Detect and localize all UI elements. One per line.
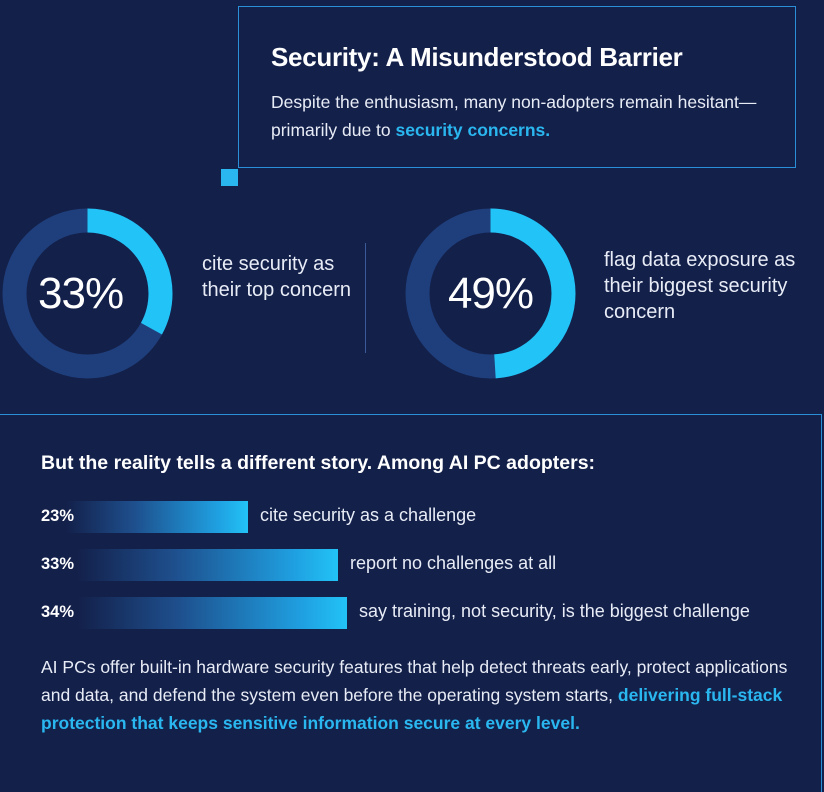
bar-value-label: 23% bbox=[41, 507, 75, 525]
accent-square bbox=[221, 169, 238, 186]
bar-row: 34% say training, not security, is the bi… bbox=[41, 597, 803, 629]
adopters-heading: But the reality tells a different story.… bbox=[41, 452, 596, 474]
footer-text: AI PCs offer built-in hardware security … bbox=[41, 653, 801, 737]
donut-arc bbox=[2, 208, 173, 379]
bar-value-label: 34% bbox=[41, 603, 75, 621]
header-panel bbox=[238, 6, 796, 168]
page-title: Security: A Misunderstood Barrier bbox=[271, 42, 683, 72]
donut-chart-security: 33% bbox=[0, 206, 175, 381]
donut-caption: flag data exposure as their biggest secu… bbox=[604, 249, 796, 323]
donut-value: 33% bbox=[38, 268, 124, 318]
footer-body: AI PCs offer built-in hardware security … bbox=[41, 657, 788, 705]
bar-value-label: 33% bbox=[41, 555, 75, 573]
intro-prefix: Despite the enthusiasm, many non-adopter… bbox=[271, 92, 757, 140]
donut-value: 49% bbox=[447, 268, 534, 318]
adopters-panel bbox=[0, 414, 822, 792]
donut-chart-data-exposure: 49% bbox=[403, 206, 578, 381]
bar-category-label: cite security as a challenge bbox=[260, 505, 477, 525]
bar bbox=[41, 597, 347, 629]
intro-text: Despite the enthusiasm, many non-adopter… bbox=[271, 88, 791, 144]
donut-arc bbox=[405, 208, 576, 379]
donut-ring bbox=[2, 208, 173, 379]
bar-category-label: say training, not security, is the bigge… bbox=[359, 601, 750, 621]
intro-highlight: security concerns. bbox=[395, 120, 551, 140]
footer-highlight: delivering full-stack protection that ke… bbox=[41, 685, 783, 733]
bar-row: 23% cite security as a challenge bbox=[41, 501, 803, 533]
bar bbox=[41, 501, 248, 533]
donut-caption: cite security as their top concern bbox=[202, 253, 351, 301]
bar bbox=[41, 549, 338, 581]
bar-category-label: report no challenges at all bbox=[350, 553, 557, 573]
vertical-divider bbox=[365, 243, 366, 353]
bar-row: 33% report no challenges at all bbox=[41, 549, 803, 581]
donut-ring bbox=[405, 208, 576, 379]
